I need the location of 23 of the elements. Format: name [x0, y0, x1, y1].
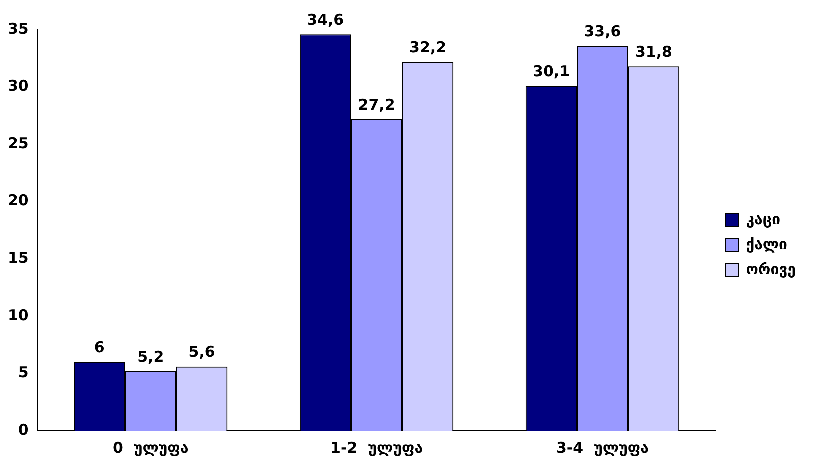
legend-label: კაცი: [746, 210, 781, 228]
y-tick-label: 35: [8, 20, 29, 38]
data-label: 32,2: [409, 38, 447, 56]
y-tick-label: 10: [8, 306, 29, 324]
data-label: 34,6: [307, 10, 344, 29]
x-tick-label: 0 ულუფა: [112, 438, 189, 457]
data-label: 30,1: [533, 62, 570, 81]
y-tick-label: 20: [8, 192, 29, 210]
data-label: 27,2: [358, 96, 396, 114]
data-label: 5,2: [138, 348, 164, 366]
data-label: 6: [94, 338, 105, 357]
y-tick-label: 25: [8, 134, 29, 152]
y-tick-label: 5: [18, 364, 29, 382]
x-tick-label: 3-4 ულუფა: [556, 438, 649, 457]
legend-label: ქალი: [746, 235, 788, 254]
data-label: 33,6: [584, 22, 622, 40]
data-label: 31,8: [635, 43, 672, 62]
y-tick-label: 30: [8, 77, 29, 96]
legend-label: ორივე: [746, 260, 796, 278]
y-tick-label: 15: [8, 249, 29, 268]
data-label: 5,6: [188, 343, 216, 362]
y-tick-label: 0: [18, 420, 29, 439]
x-tick-label: 1-2 ულუფა: [330, 438, 424, 457]
